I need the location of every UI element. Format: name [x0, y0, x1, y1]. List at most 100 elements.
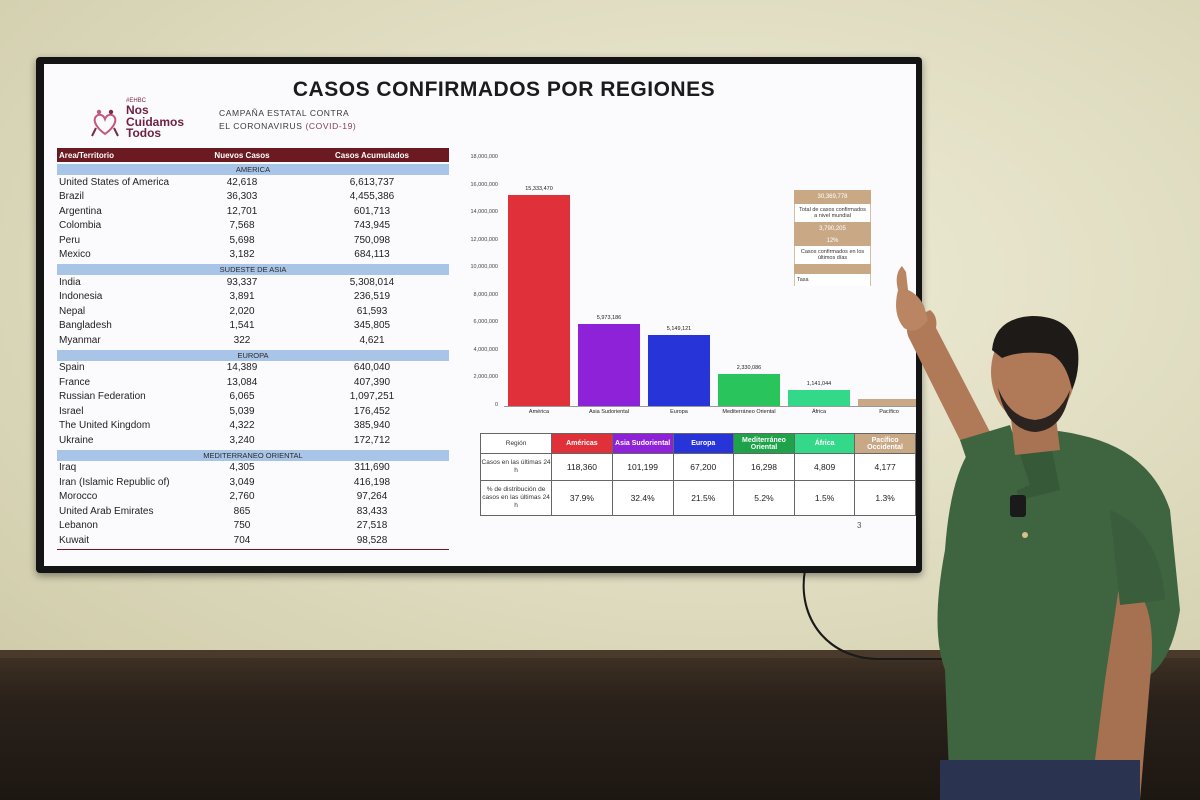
campaign-logo: #EHBC Nos Cuidamos Todos: [88, 98, 218, 144]
summary-cell: 16,298: [732, 453, 796, 481]
x-category-label: África: [811, 409, 827, 415]
cases-by-country-table: Area/Territorio Nuevos Casos Casos Acumu…: [57, 148, 449, 550]
region-corner-label: Región: [479, 433, 553, 454]
recent-cases-percent: 12%: [794, 236, 871, 246]
recent-cases-label: Casos confirmados en los últimos días: [794, 246, 871, 264]
new-cases: 4,322: [229, 420, 255, 432]
bar-3: [718, 373, 780, 406]
country-name: Colombia: [59, 220, 102, 232]
region-column-header: Pacífico Occidental: [854, 433, 916, 454]
country-name: Indonesia: [59, 291, 103, 303]
summary-cell: 5.2%: [732, 480, 796, 516]
table-row: France 13,084 407,390: [57, 375, 449, 390]
country-name: Israel: [59, 405, 84, 417]
table-row: Nepal 2,020 61,593: [57, 304, 449, 319]
new-cases: 12,701: [226, 205, 258, 217]
country-name: United Arab Emirates: [59, 505, 154, 517]
country-name: The United Kingdom: [59, 420, 151, 432]
y-tick-label: 12,000,000: [470, 236, 498, 243]
cumulative-cases: 83,433: [356, 505, 388, 517]
new-cases: 865: [233, 505, 251, 517]
new-cases: 2,020: [229, 305, 255, 317]
x-category-label: Pacífico: [879, 409, 899, 415]
cumulative-cases: 385,940: [353, 420, 391, 432]
logo-tag: #EHBC: [126, 98, 147, 104]
row-label: Casos en las últimas 24 h: [479, 453, 553, 481]
x-category-label: Mediterráneo Oriental: [722, 409, 776, 415]
table-row: India 93,337 5,308,014: [57, 275, 449, 290]
cumulative-cases: 98,528: [356, 534, 388, 546]
country-name: Russian Federation: [59, 391, 146, 403]
region-header: SUDESTE DE ASIA: [57, 264, 449, 275]
table-row: Argentina 12,701 601,713: [57, 204, 449, 219]
new-cases: 5,039: [229, 405, 255, 417]
new-cases: 6,065: [229, 391, 255, 403]
table-row: Bangladesh 1,541 345,805: [57, 319, 449, 334]
table-row: Iraq 4,305 311,690: [57, 461, 449, 476]
country-name: Nepal: [59, 305, 86, 317]
cumulative-cases: 1,097,251: [349, 391, 395, 403]
cumulative-cases: 4,621: [359, 334, 385, 346]
summary-cell: 32.4%: [611, 480, 674, 516]
total-cases-value: 30,369,778: [794, 190, 871, 204]
table-row: Ukraine 3,240 172,712: [57, 433, 449, 448]
table-row: Lebanon 750 27,518: [57, 519, 449, 534]
bar-value-label: 15,333,470: [525, 185, 553, 192]
table-header: Area/Territorio Nuevos Casos Casos Acumu…: [57, 148, 449, 162]
cumulative-cases: 345,805: [353, 320, 391, 332]
bar-4: [788, 390, 850, 406]
cumulative-cases: 236,519: [353, 291, 391, 303]
summary-cell: 118,360: [551, 453, 613, 481]
table-row: United Arab Emirates 865 83,433: [57, 504, 449, 519]
y-tick-label: 14,000,000: [470, 209, 498, 216]
table-row: Israel 5,039 176,452: [57, 404, 449, 419]
new-cases: 93,337: [226, 276, 258, 288]
country-name: Myanmar: [59, 334, 101, 346]
country-name: Brazil: [59, 191, 85, 203]
summary-cell: 101,199: [611, 453, 674, 481]
table-row: Morocco 2,760 97,264: [57, 490, 449, 505]
y-tick-label: 6,000,000: [473, 319, 498, 326]
summary-cell: 4,177: [854, 453, 916, 481]
country-name: Ukraine: [59, 434, 94, 446]
region-column-header: África: [794, 433, 856, 454]
new-cases: 42,618: [226, 176, 258, 188]
country-name: Lebanon: [59, 520, 98, 532]
new-cases: 3,891: [229, 291, 255, 303]
country-name: Bangladesh: [59, 320, 112, 332]
cumulative-cases: 4,455,386: [349, 191, 395, 203]
slide-title: CASOS CONFIRMADOS POR REGIONES: [292, 78, 716, 101]
region-column-header: Europa: [672, 433, 734, 454]
presenter-person: [896, 266, 1180, 800]
y-tick-label: 2,000,000: [473, 374, 498, 381]
y-tick-label: 0: [494, 402, 498, 408]
region-column-header: Mediterráneo Oriental: [732, 433, 796, 454]
table-row: The United Kingdom 4,322 385,940: [57, 419, 449, 434]
table-row: Colombia 7,568 743,945: [57, 219, 449, 234]
table-row: Indonesia 3,891 236,519: [57, 290, 449, 305]
table-row: Casos en las últimas 24 h 118,360 101,199 6…: [479, 453, 916, 481]
cumulative-cases: 27,518: [356, 520, 388, 532]
new-cases: 3,182: [229, 249, 255, 261]
row-label: % de distribución de casos en las última…: [479, 480, 553, 516]
logo-text: Nos Cuidamos Todos: [126, 103, 185, 140]
bar-5: [858, 399, 916, 406]
regional-summary-table: Región Américas Asia Sudoriental Europa Medi…: [479, 433, 916, 516]
cumulative-cases: 750,098: [353, 234, 391, 246]
cumulative-cases: 601,713: [353, 205, 391, 217]
cumulative-cases: 172,712: [353, 434, 391, 446]
country-name: Iran (Islamic Republic of): [59, 476, 170, 488]
table-row: Myanmar 322 4,621: [57, 333, 449, 348]
table-row: % de distribución de casos en las última…: [479, 480, 916, 516]
table-row: Brazil 36,303 4,455,386: [57, 190, 449, 205]
country-name: Spain: [59, 362, 85, 374]
country-name: Mexico: [59, 249, 91, 261]
country-name: Peru: [59, 234, 81, 246]
table-row: Peru 5,698 750,098: [57, 233, 449, 248]
y-tick-label: 16,000,000: [470, 181, 498, 188]
new-cases: 750: [233, 520, 251, 532]
new-cases: 322: [233, 334, 251, 346]
table-row: Kuwait 704 98,528: [57, 533, 449, 548]
summary-cell: 1.5%: [794, 480, 856, 516]
cumulative-cases: 743,945: [353, 220, 391, 232]
